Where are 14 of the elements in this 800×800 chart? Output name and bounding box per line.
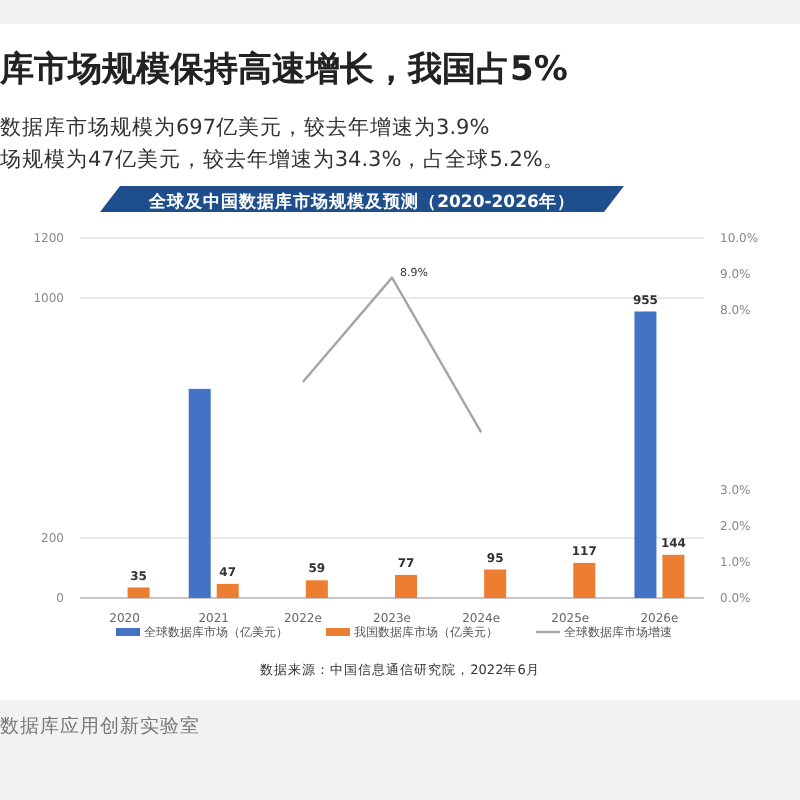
bar bbox=[127, 587, 150, 598]
text: 全球及中国数据库市场规模及预测（2020-2026年） bbox=[147, 191, 575, 213]
bar bbox=[573, 562, 596, 598]
chart-title: 库市场规模保持高速增长，我国占5% bbox=[0, 50, 568, 90]
bar bbox=[395, 574, 417, 598]
bar bbox=[216, 583, 239, 598]
bar bbox=[305, 580, 328, 598]
bar bbox=[188, 388, 211, 598]
bar bbox=[662, 554, 685, 598]
bar bbox=[634, 311, 657, 598]
bar bbox=[484, 569, 507, 598]
text: 场规模为47亿美元，较去年增速为34.3%，占全球5.2%。 bbox=[0, 146, 565, 172]
chart-subtitle: 数据库市场规模为697亿美元，较去年增速为3.9% bbox=[0, 114, 490, 140]
text: 数据库应用创新实验室 bbox=[0, 714, 200, 738]
